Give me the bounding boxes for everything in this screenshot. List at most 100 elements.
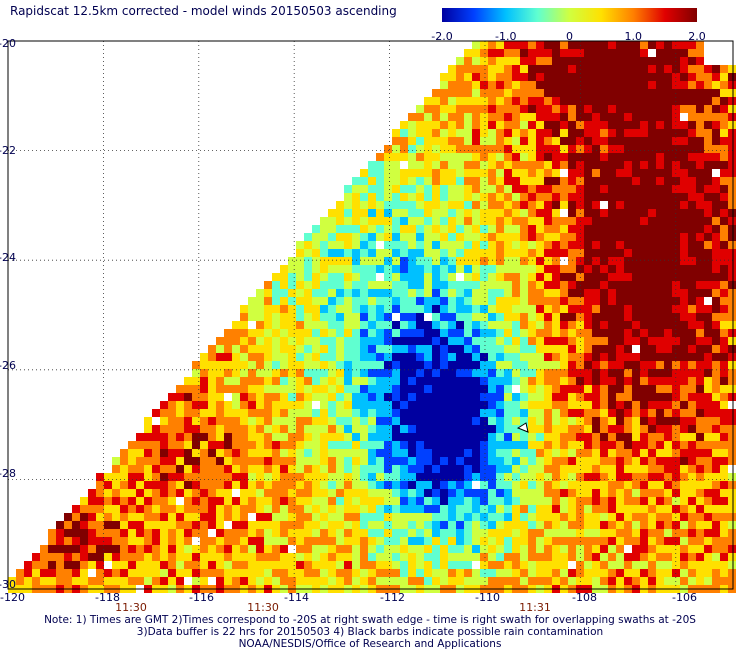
wind-diff-cell bbox=[680, 481, 688, 489]
wind-diff-cell bbox=[656, 577, 664, 585]
wind-diff-cell bbox=[704, 457, 712, 465]
wind-diff-cell bbox=[696, 273, 704, 281]
wind-diff-cell bbox=[296, 433, 304, 441]
wind-diff-cell bbox=[632, 321, 640, 329]
wind-diff-cell bbox=[656, 209, 664, 217]
wind-diff-cell bbox=[336, 345, 344, 353]
wind-diff-cell bbox=[136, 553, 144, 561]
wind-diff-cell bbox=[336, 321, 344, 329]
wind-diff-cell bbox=[232, 497, 240, 505]
wind-diff-cell bbox=[296, 353, 304, 361]
wind-diff-cell bbox=[272, 569, 280, 577]
wind-diff-cell bbox=[528, 529, 536, 537]
wind-diff-cell bbox=[368, 265, 376, 273]
wind-diff-cell bbox=[696, 433, 704, 441]
wind-diff-cell bbox=[616, 217, 624, 225]
wind-diff-cell bbox=[560, 225, 568, 233]
wind-diff-cell bbox=[376, 457, 384, 465]
wind-diff-cell bbox=[472, 65, 480, 73]
wind-diff-cell bbox=[608, 145, 616, 153]
wind-diff-cell bbox=[488, 561, 496, 569]
wind-diff-cell bbox=[272, 577, 280, 585]
wind-diff-cell bbox=[688, 137, 696, 145]
wind-diff-cell bbox=[640, 297, 648, 305]
wind-diff-cell bbox=[272, 529, 280, 537]
wind-diff-cell bbox=[552, 257, 560, 265]
wind-diff-cell bbox=[128, 553, 136, 561]
wind-diff-cell bbox=[304, 457, 312, 465]
wind-diff-cell bbox=[328, 505, 336, 513]
wind-diff-cell bbox=[360, 193, 368, 201]
wind-diff-cell bbox=[520, 561, 528, 569]
wind-diff-cell bbox=[336, 553, 344, 561]
wind-diff-cell bbox=[584, 353, 592, 361]
wind-diff-cell bbox=[128, 569, 136, 577]
wind-diff-cell bbox=[216, 553, 224, 561]
wind-diff-cell bbox=[368, 505, 376, 513]
wind-diff-cell bbox=[560, 57, 568, 65]
wind-diff-cell bbox=[304, 441, 312, 449]
wind-diff-cell bbox=[352, 409, 360, 417]
wind-diff-cell bbox=[432, 305, 440, 313]
wind-diff-cell bbox=[616, 73, 624, 81]
wind-diff-cell bbox=[592, 233, 600, 241]
wind-diff-cell bbox=[416, 561, 424, 569]
wind-diff-cell bbox=[520, 81, 528, 89]
wind-diff-cell bbox=[520, 193, 528, 201]
wind-diff-cell bbox=[720, 409, 728, 417]
wind-diff-cell bbox=[560, 329, 568, 337]
wind-diff-cell bbox=[640, 545, 648, 553]
wind-diff-cell bbox=[608, 41, 616, 49]
wind-diff-cell bbox=[168, 553, 176, 561]
wind-diff-cell bbox=[320, 489, 328, 497]
wind-diff-cell bbox=[320, 353, 328, 361]
wind-diff-cell bbox=[696, 449, 704, 457]
wind-diff-cell bbox=[208, 433, 216, 441]
wind-diff-cell bbox=[608, 457, 616, 465]
wind-diff-cell bbox=[464, 377, 472, 385]
wind-diff-cell bbox=[680, 497, 688, 505]
wind-diff-cell bbox=[464, 217, 472, 225]
wind-diff-cell bbox=[712, 537, 720, 545]
wind-diff-cell bbox=[160, 569, 168, 577]
wind-diff-cell bbox=[616, 353, 624, 361]
wind-diff-cell bbox=[584, 161, 592, 169]
wind-diff-cell bbox=[176, 577, 184, 585]
wind-diff-cell bbox=[384, 425, 392, 433]
wind-diff-cell bbox=[344, 369, 352, 377]
wind-diff-cell bbox=[440, 505, 448, 513]
wind-diff-cell bbox=[360, 569, 368, 577]
wind-diff-cell bbox=[640, 401, 648, 409]
wind-diff-cell bbox=[256, 521, 264, 529]
wind-diff-cell bbox=[352, 425, 360, 433]
wind-diff-cell bbox=[128, 529, 136, 537]
wind-diff-cell bbox=[728, 513, 736, 521]
wind-diff-cell bbox=[536, 409, 544, 417]
wind-diff-cell bbox=[392, 441, 400, 449]
wind-diff-cell bbox=[640, 497, 648, 505]
wind-diff-cell bbox=[272, 465, 280, 473]
wind-diff-cell bbox=[344, 545, 352, 553]
wind-diff-cell bbox=[648, 273, 656, 281]
wind-diff-cell bbox=[552, 473, 560, 481]
wind-diff-cell bbox=[592, 353, 600, 361]
wind-diff-cell bbox=[448, 89, 456, 97]
wind-diff-cell bbox=[432, 233, 440, 241]
wind-diff-cell bbox=[664, 257, 672, 265]
wind-diff-cell bbox=[648, 289, 656, 297]
wind-diff-cell bbox=[304, 481, 312, 489]
wind-diff-cell bbox=[472, 433, 480, 441]
wind-diff-cell bbox=[424, 201, 432, 209]
wind-diff-cell bbox=[488, 65, 496, 73]
wind-diff-cell bbox=[176, 449, 184, 457]
wind-diff-cell bbox=[704, 289, 712, 297]
wind-diff-cell bbox=[360, 449, 368, 457]
wind-diff-cell bbox=[640, 353, 648, 361]
wind-diff-cell bbox=[312, 529, 320, 537]
wind-diff-cell bbox=[144, 561, 152, 569]
wind-diff-cell bbox=[304, 361, 312, 369]
wind-diff-cell bbox=[728, 497, 736, 505]
wind-diff-cell bbox=[592, 425, 600, 433]
wind-diff-cell bbox=[248, 569, 256, 577]
wind-diff-cell bbox=[320, 433, 328, 441]
